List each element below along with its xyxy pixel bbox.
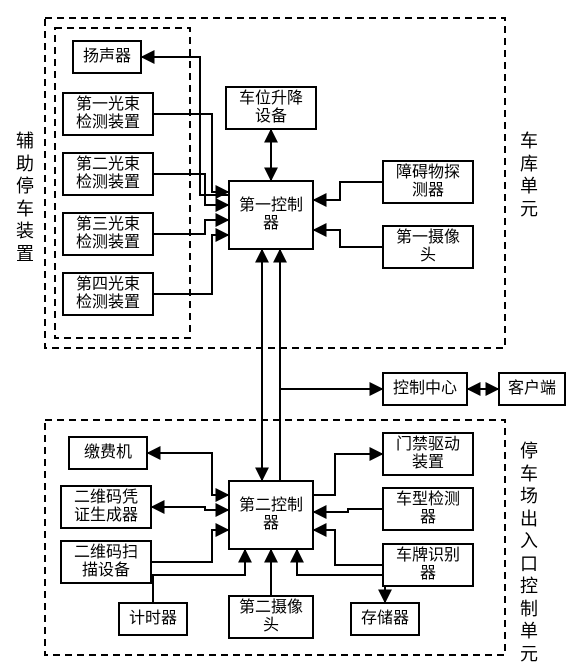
node-beam4: 第四光束 检测装置	[62, 272, 154, 316]
node-plate-rec: 车牌识别 器	[382, 543, 474, 587]
diagram-stage: 辅助停车装置 车库单元 停车场出入口控制单元 扬声器 第一光束 检测装置 第二光…	[0, 0, 582, 671]
node-door-drive: 门禁驱动 装置	[382, 432, 474, 476]
node-car-type: 车型检测 器	[382, 487, 474, 531]
label-garage-unit: 车库单元	[518, 130, 540, 220]
node-ctrl-center: 控制中心	[382, 372, 468, 406]
node-cam2: 第二摄像 头	[228, 595, 314, 639]
node-pay: 缴费机	[68, 436, 148, 470]
node-client: 客户端	[498, 372, 566, 406]
node-storage: 存储器	[350, 602, 420, 636]
label-aux-parking: 辅助停车装置	[14, 130, 36, 265]
node-lift: 车位升降 设备	[225, 86, 317, 130]
node-ctrl2: 第二控制 器	[228, 480, 314, 550]
node-speaker: 扬声器	[72, 40, 142, 74]
node-beam3: 第三光束 检测装置	[62, 212, 154, 256]
node-cam1: 第一摄像 头	[382, 225, 474, 269]
node-beam1: 第一光束 检测装置	[62, 92, 154, 136]
node-timer: 计时器	[118, 602, 188, 636]
node-qr-gen: 二维码凭 证生成器	[60, 485, 152, 529]
node-ctrl1: 第一控制 器	[228, 180, 314, 250]
label-parking-ctrl: 停车场出入口控制单元	[518, 440, 540, 665]
node-qr-scan: 二维码扫 描设备	[60, 540, 152, 584]
node-beam2: 第二光束 检测装置	[62, 152, 154, 196]
node-obstacle: 障碍物探 测器	[382, 160, 474, 204]
